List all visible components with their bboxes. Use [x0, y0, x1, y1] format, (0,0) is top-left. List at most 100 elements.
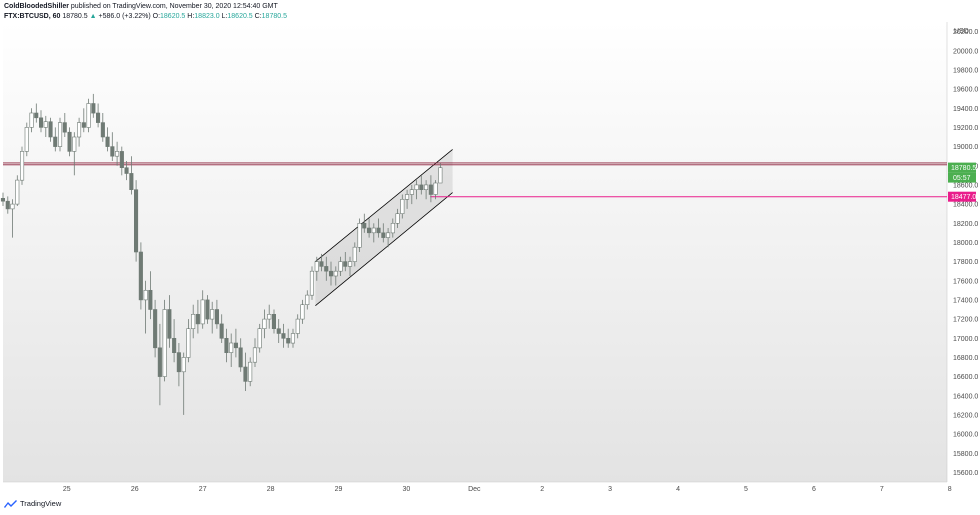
candle-body — [438, 167, 443, 184]
y-tick-label: 16000.0 — [953, 432, 978, 439]
candle — [5, 196, 10, 214]
y-tick-label: 15600.0 — [953, 470, 978, 477]
ohlc-line: FTX:BTCUSD, 60 18780.5 ▲ +586.0 (+3.22%)… — [4, 12, 944, 22]
candle — [57, 117, 63, 152]
price-change: +586.0 (+3.22%) — [98, 13, 151, 20]
support-price-tag — [948, 191, 976, 202]
candle — [428, 175, 433, 203]
symbol-label[interactable]: FTX:BTCUSD, 60 — [4, 13, 61, 20]
candle — [200, 290, 205, 329]
candle — [419, 175, 424, 195]
candle — [300, 299, 305, 324]
candle — [271, 309, 277, 334]
y-tick-label: 17000.0 — [953, 336, 978, 343]
close-label: C: — [254, 13, 262, 20]
candle-body — [143, 289, 148, 301]
candle — [243, 352, 248, 391]
candle — [371, 223, 376, 243]
price-axis-panel[interactable] — [947, 22, 977, 482]
candle-body — [191, 313, 196, 329]
candle — [129, 156, 134, 195]
candle-body — [314, 261, 319, 272]
author-name[interactable]: ColdBloodedShiller — [4, 3, 69, 10]
close-value: 18780.5 — [261, 13, 287, 20]
y-tick-label: 19200.0 — [953, 125, 978, 132]
x-tick-label: 25 — [63, 486, 71, 493]
candle-body — [309, 270, 315, 296]
candle-body — [233, 342, 238, 349]
y-tick-label: 18200.0 — [953, 221, 978, 228]
y-tick-label: 16400.0 — [953, 393, 978, 400]
candle — [138, 242, 143, 310]
candle-body — [119, 151, 124, 168]
candle-body — [214, 309, 219, 325]
y-tick-label: 17800.0 — [953, 259, 978, 266]
candle-body — [15, 179, 20, 205]
candle — [366, 218, 372, 238]
candle-body — [86, 103, 91, 128]
candle — [385, 228, 391, 248]
candle — [324, 256, 329, 281]
candle — [119, 146, 124, 176]
candle-body — [195, 313, 200, 325]
y-tick-label: 20200.0 — [953, 29, 978, 36]
y-tick-label: 18400.0 — [953, 202, 978, 209]
candle — [238, 338, 243, 372]
candle — [314, 256, 319, 281]
candle-body — [362, 223, 367, 229]
y-tick-label: 15800.0 — [953, 451, 978, 458]
low-label: L: — [221, 13, 228, 20]
candle — [38, 110, 44, 133]
candle-body — [276, 328, 281, 334]
horizontal-lines[interactable] — [3, 162, 947, 198]
candle-body — [409, 189, 414, 195]
candle — [309, 266, 315, 300]
candle-body — [167, 309, 172, 339]
candle-body — [134, 189, 139, 253]
chart-header: ColdBloodedShiller published on TradingV… — [4, 2, 944, 22]
candle — [414, 180, 419, 200]
candle-body — [357, 223, 362, 248]
candle — [214, 299, 219, 329]
candle-body — [100, 122, 105, 138]
candle-body — [385, 232, 391, 238]
candle — [172, 319, 177, 363]
candle — [162, 299, 167, 382]
x-tick-label: 30 — [403, 486, 411, 493]
candle — [276, 319, 281, 343]
candle — [62, 113, 67, 137]
candle-body — [53, 136, 58, 147]
candle — [91, 93, 96, 118]
y-tick-label: 17200.0 — [953, 317, 978, 324]
countdown-tag — [948, 172, 976, 183]
candle-body — [352, 246, 357, 262]
candle-body — [186, 328, 191, 358]
candle-body — [67, 131, 72, 152]
y-tick-label: 19400.0 — [953, 106, 978, 113]
time-axis-panel[interactable] — [3, 482, 977, 494]
candle — [343, 252, 348, 272]
candle — [205, 295, 210, 324]
candle — [24, 122, 29, 157]
candle-body — [77, 122, 82, 138]
current-price-tag — [948, 162, 976, 173]
candle — [86, 98, 91, 133]
footer-brand[interactable]: TradingView — [4, 499, 61, 508]
candle — [305, 290, 310, 310]
candle — [252, 338, 257, 367]
candle-body — [390, 223, 395, 234]
candle — [34, 103, 39, 123]
candle-body — [404, 194, 410, 200]
candle-body — [338, 261, 343, 272]
candle — [347, 256, 353, 276]
candle-body — [205, 299, 210, 320]
candle-body — [423, 184, 429, 190]
candle-body — [110, 146, 115, 157]
candle-body — [24, 127, 29, 152]
candle — [319, 253, 324, 272]
candle — [438, 163, 443, 184]
x-tick-label: 2 — [540, 486, 544, 493]
x-axis-ticks: 25 26 27 28 29 30 Dec 2 3 4 5 6 7 8 — [63, 486, 952, 493]
candle — [115, 141, 120, 166]
